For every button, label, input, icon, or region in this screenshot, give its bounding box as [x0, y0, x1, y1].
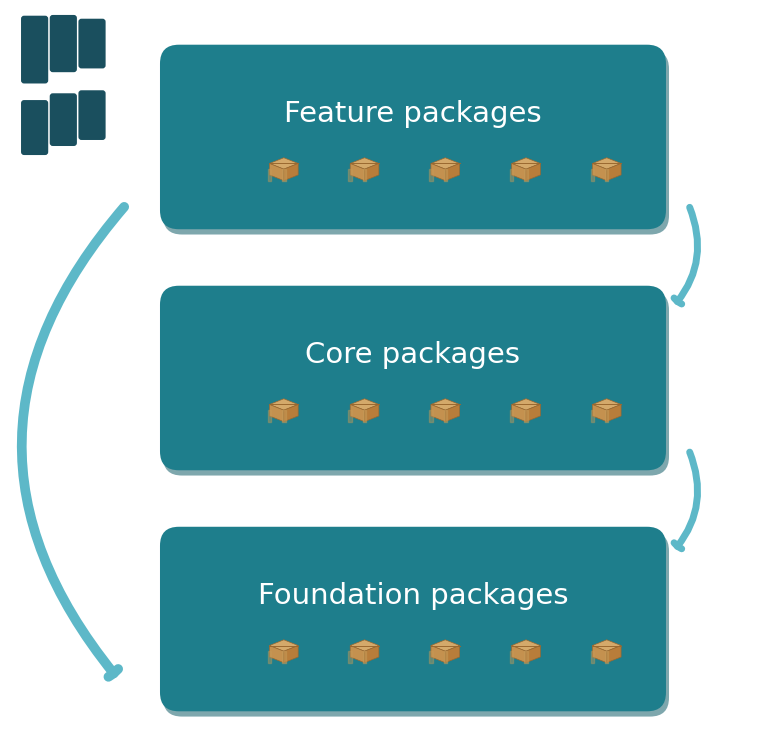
Polygon shape: [365, 646, 379, 663]
Polygon shape: [526, 646, 540, 663]
Polygon shape: [431, 404, 445, 422]
FancyBboxPatch shape: [78, 19, 105, 69]
Polygon shape: [526, 404, 540, 422]
FancyBboxPatch shape: [163, 291, 669, 476]
Polygon shape: [269, 404, 283, 422]
Polygon shape: [431, 158, 459, 169]
Polygon shape: [283, 646, 298, 663]
Polygon shape: [593, 163, 606, 181]
Polygon shape: [606, 163, 621, 181]
Polygon shape: [593, 640, 621, 651]
Polygon shape: [350, 640, 379, 651]
Polygon shape: [269, 398, 298, 411]
Polygon shape: [269, 158, 298, 169]
Polygon shape: [350, 163, 365, 181]
FancyBboxPatch shape: [160, 45, 666, 229]
FancyBboxPatch shape: [163, 532, 669, 717]
Polygon shape: [431, 646, 445, 663]
Polygon shape: [431, 163, 445, 181]
Text: Core packages: Core packages: [305, 342, 521, 370]
FancyBboxPatch shape: [50, 93, 77, 146]
Polygon shape: [606, 646, 621, 663]
Text: Feature packages: Feature packages: [284, 101, 542, 129]
Text: Foundation packages: Foundation packages: [258, 582, 568, 610]
Polygon shape: [512, 163, 526, 181]
Polygon shape: [593, 404, 606, 422]
FancyBboxPatch shape: [78, 90, 105, 140]
Polygon shape: [350, 404, 365, 422]
Polygon shape: [445, 404, 459, 422]
Polygon shape: [593, 398, 621, 411]
Polygon shape: [512, 646, 526, 663]
Polygon shape: [512, 640, 540, 651]
Polygon shape: [526, 163, 540, 181]
Polygon shape: [365, 404, 379, 422]
FancyBboxPatch shape: [160, 286, 666, 470]
Polygon shape: [445, 163, 459, 181]
Polygon shape: [269, 646, 283, 663]
Polygon shape: [269, 640, 298, 651]
FancyBboxPatch shape: [50, 15, 77, 72]
Polygon shape: [445, 646, 459, 663]
Polygon shape: [431, 640, 459, 651]
Polygon shape: [512, 158, 540, 169]
FancyBboxPatch shape: [21, 16, 49, 83]
Polygon shape: [512, 404, 526, 422]
Polygon shape: [593, 158, 621, 169]
Polygon shape: [431, 398, 459, 411]
FancyBboxPatch shape: [163, 50, 669, 234]
Polygon shape: [350, 158, 379, 169]
Polygon shape: [350, 646, 365, 663]
Polygon shape: [283, 404, 298, 422]
Polygon shape: [269, 163, 283, 181]
Polygon shape: [365, 163, 379, 181]
Polygon shape: [283, 163, 298, 181]
FancyBboxPatch shape: [21, 100, 49, 155]
Polygon shape: [606, 404, 621, 422]
FancyBboxPatch shape: [160, 527, 666, 711]
Polygon shape: [350, 398, 379, 411]
Polygon shape: [593, 646, 606, 663]
Polygon shape: [512, 398, 540, 411]
